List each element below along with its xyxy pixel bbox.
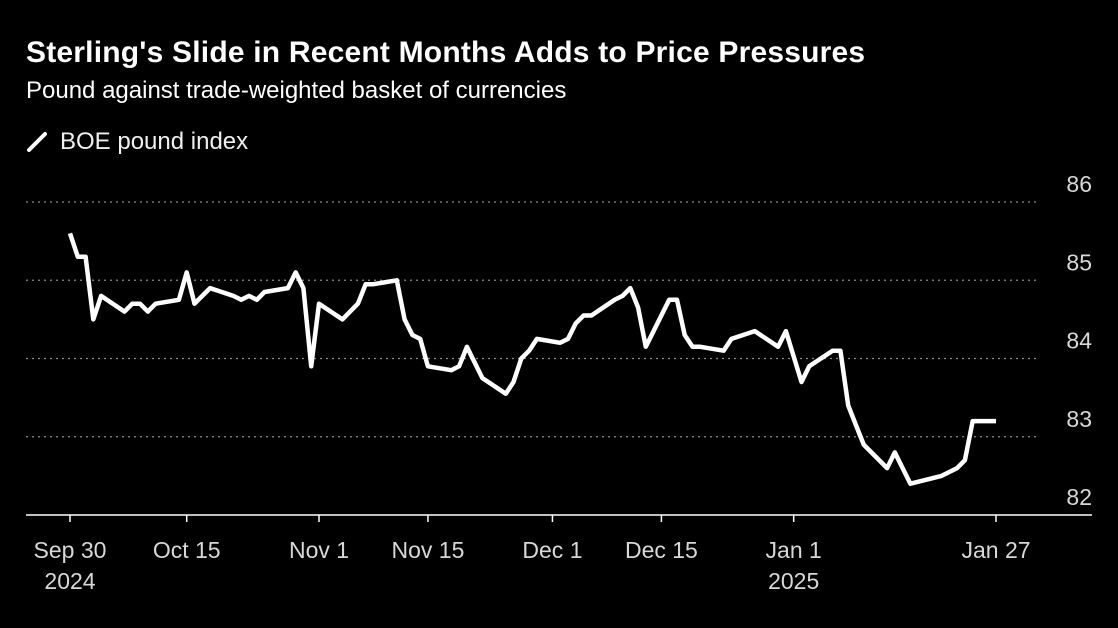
series-line-boe-pound-index: [67, 232, 996, 486]
x-tick-label: Jan 27: [961, 537, 1030, 563]
legend-line-swatch-icon: [27, 132, 47, 152]
x-tick-label: Jan 1: [766, 537, 822, 563]
chart-subtitle: Pound against trade-weighted basket of c…: [26, 77, 567, 104]
x-tick-label: Dec 15: [625, 537, 698, 563]
x-tick-label: Sep 30: [34, 537, 107, 563]
y-tick-label: 83: [1066, 406, 1092, 432]
x-tick-label: Nov 1: [289, 537, 349, 563]
y-tick-label: 85: [1066, 249, 1092, 275]
x-tick-label: Nov 15: [392, 537, 465, 563]
x-tick-label: Dec 1: [522, 537, 582, 563]
x-tick-label: Oct 15: [153, 537, 221, 563]
x-tick-year-label: 2025: [768, 568, 819, 594]
x-tick-year-label: 2024: [44, 568, 95, 594]
legend-label: BOE pound index: [60, 128, 249, 155]
y-tick-label: 82: [1066, 484, 1092, 510]
y-tick-label: 84: [1066, 328, 1092, 354]
chart-title: Sterling's Slide in Recent Months Adds t…: [26, 36, 866, 69]
legend: BOE pound index: [26, 128, 248, 156]
y-tick-label: 86: [1066, 171, 1092, 197]
